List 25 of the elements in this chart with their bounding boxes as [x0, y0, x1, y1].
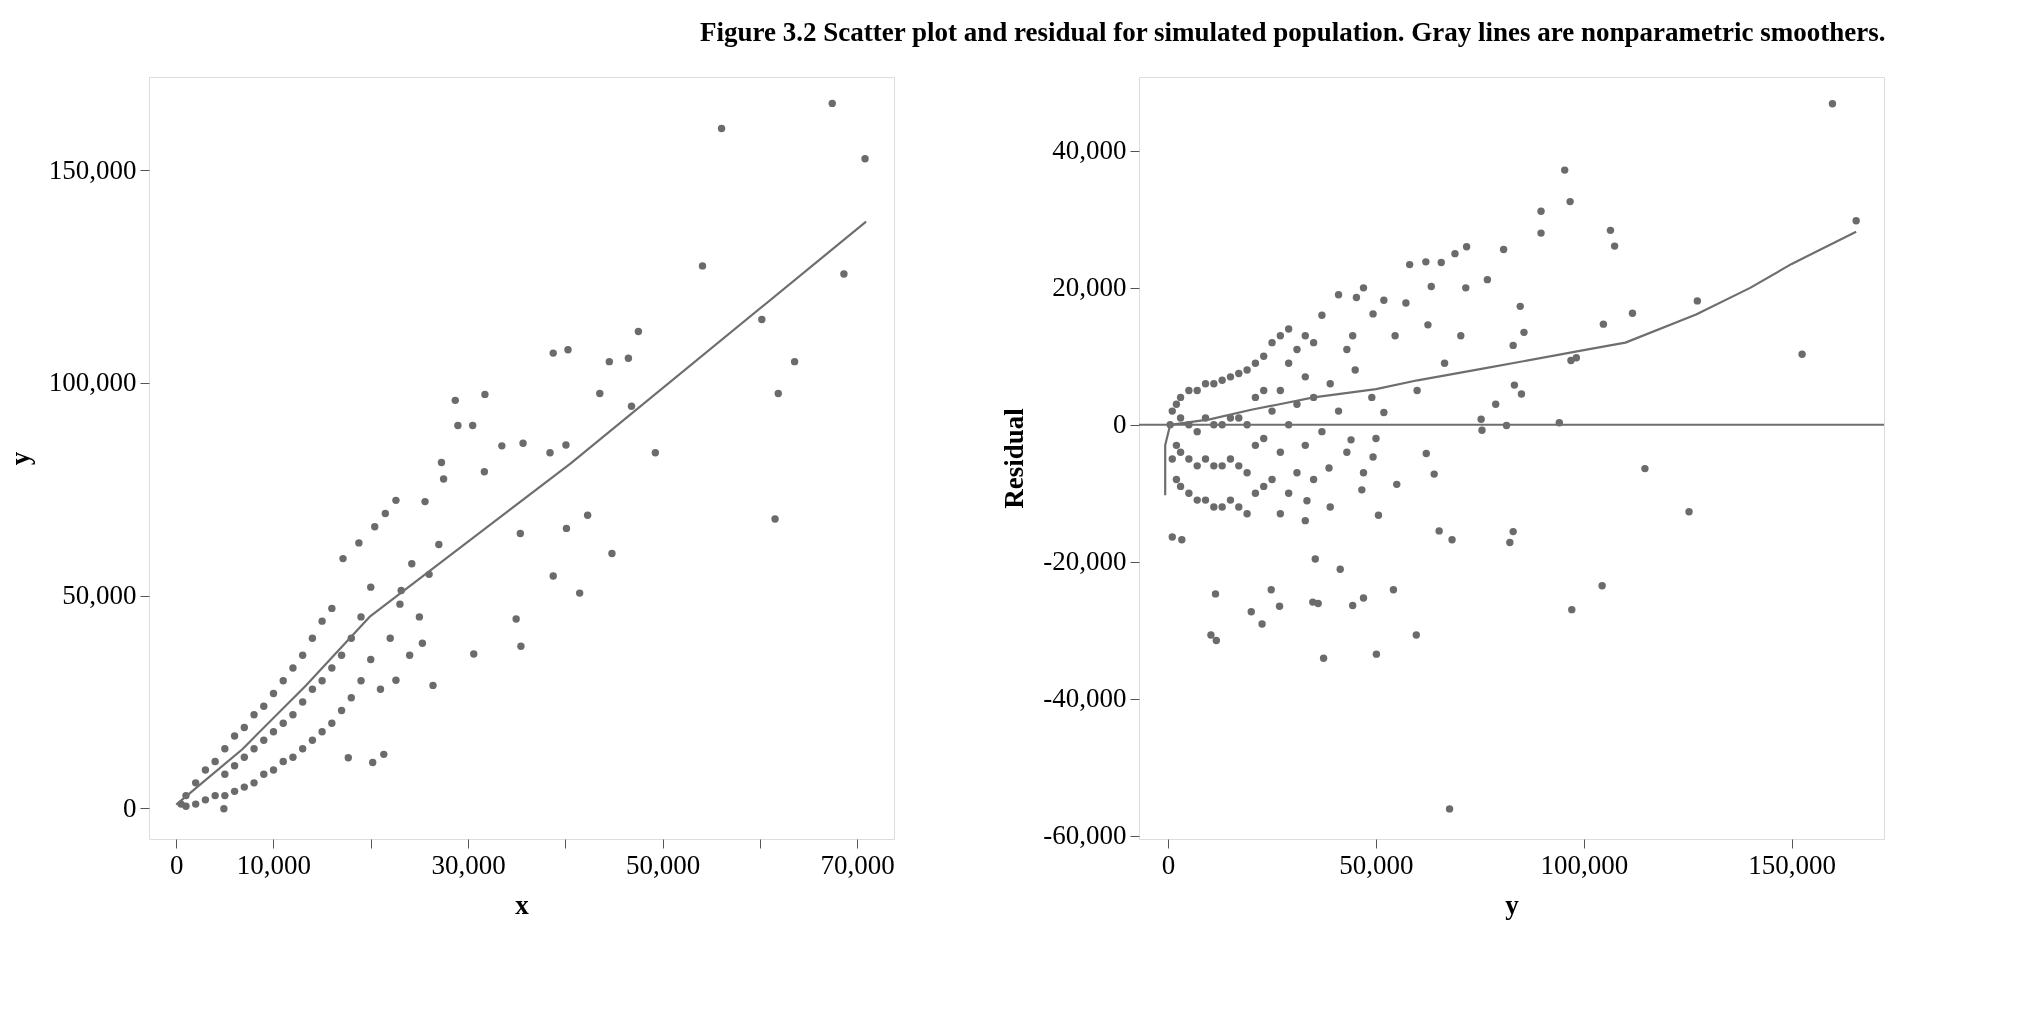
- y-tick-label: 0: [1113, 409, 1127, 440]
- x-tick-label: 70,000: [820, 849, 895, 880]
- y-axis-title: y: [4, 451, 35, 466]
- x-tick-label: 10,000: [236, 849, 312, 880]
- y-tick-label: -60,000: [1043, 820, 1127, 851]
- x-tick-label: 100,000: [1540, 849, 1629, 880]
- y-tick-label: 150,000: [48, 154, 137, 185]
- y-tick-label: 100,000: [48, 367, 137, 398]
- x-tick-label: 30,000: [431, 849, 506, 880]
- y-axis-title: Residual: [999, 407, 1030, 509]
- y-tick-label: 40,000: [1052, 135, 1127, 166]
- y-tick-label: -20,000: [1043, 546, 1127, 577]
- x-tick-label: 150,000: [1748, 849, 1837, 880]
- x-tick-label: 50,000: [625, 849, 701, 880]
- x-tick-label: 0: [1161, 849, 1176, 880]
- y-tick-label: -40,000: [1043, 683, 1127, 714]
- y-tick-label: 50,000: [62, 580, 137, 611]
- y-tick-label: 0: [123, 792, 137, 823]
- x-tick-label: 0: [169, 849, 184, 880]
- x-axis-title: y: [1505, 889, 1520, 920]
- x-axis-title: x: [515, 889, 530, 920]
- line-series: [175, 220, 868, 806]
- x-tick-label: 50,000: [1339, 849, 1414, 880]
- text: Figure 3.2 Scatter plot and residual for simulated population. Gray lines are nonparametric smoothers.: [700, 16, 1886, 47]
- y-tick-label: 20,000: [1052, 272, 1127, 303]
